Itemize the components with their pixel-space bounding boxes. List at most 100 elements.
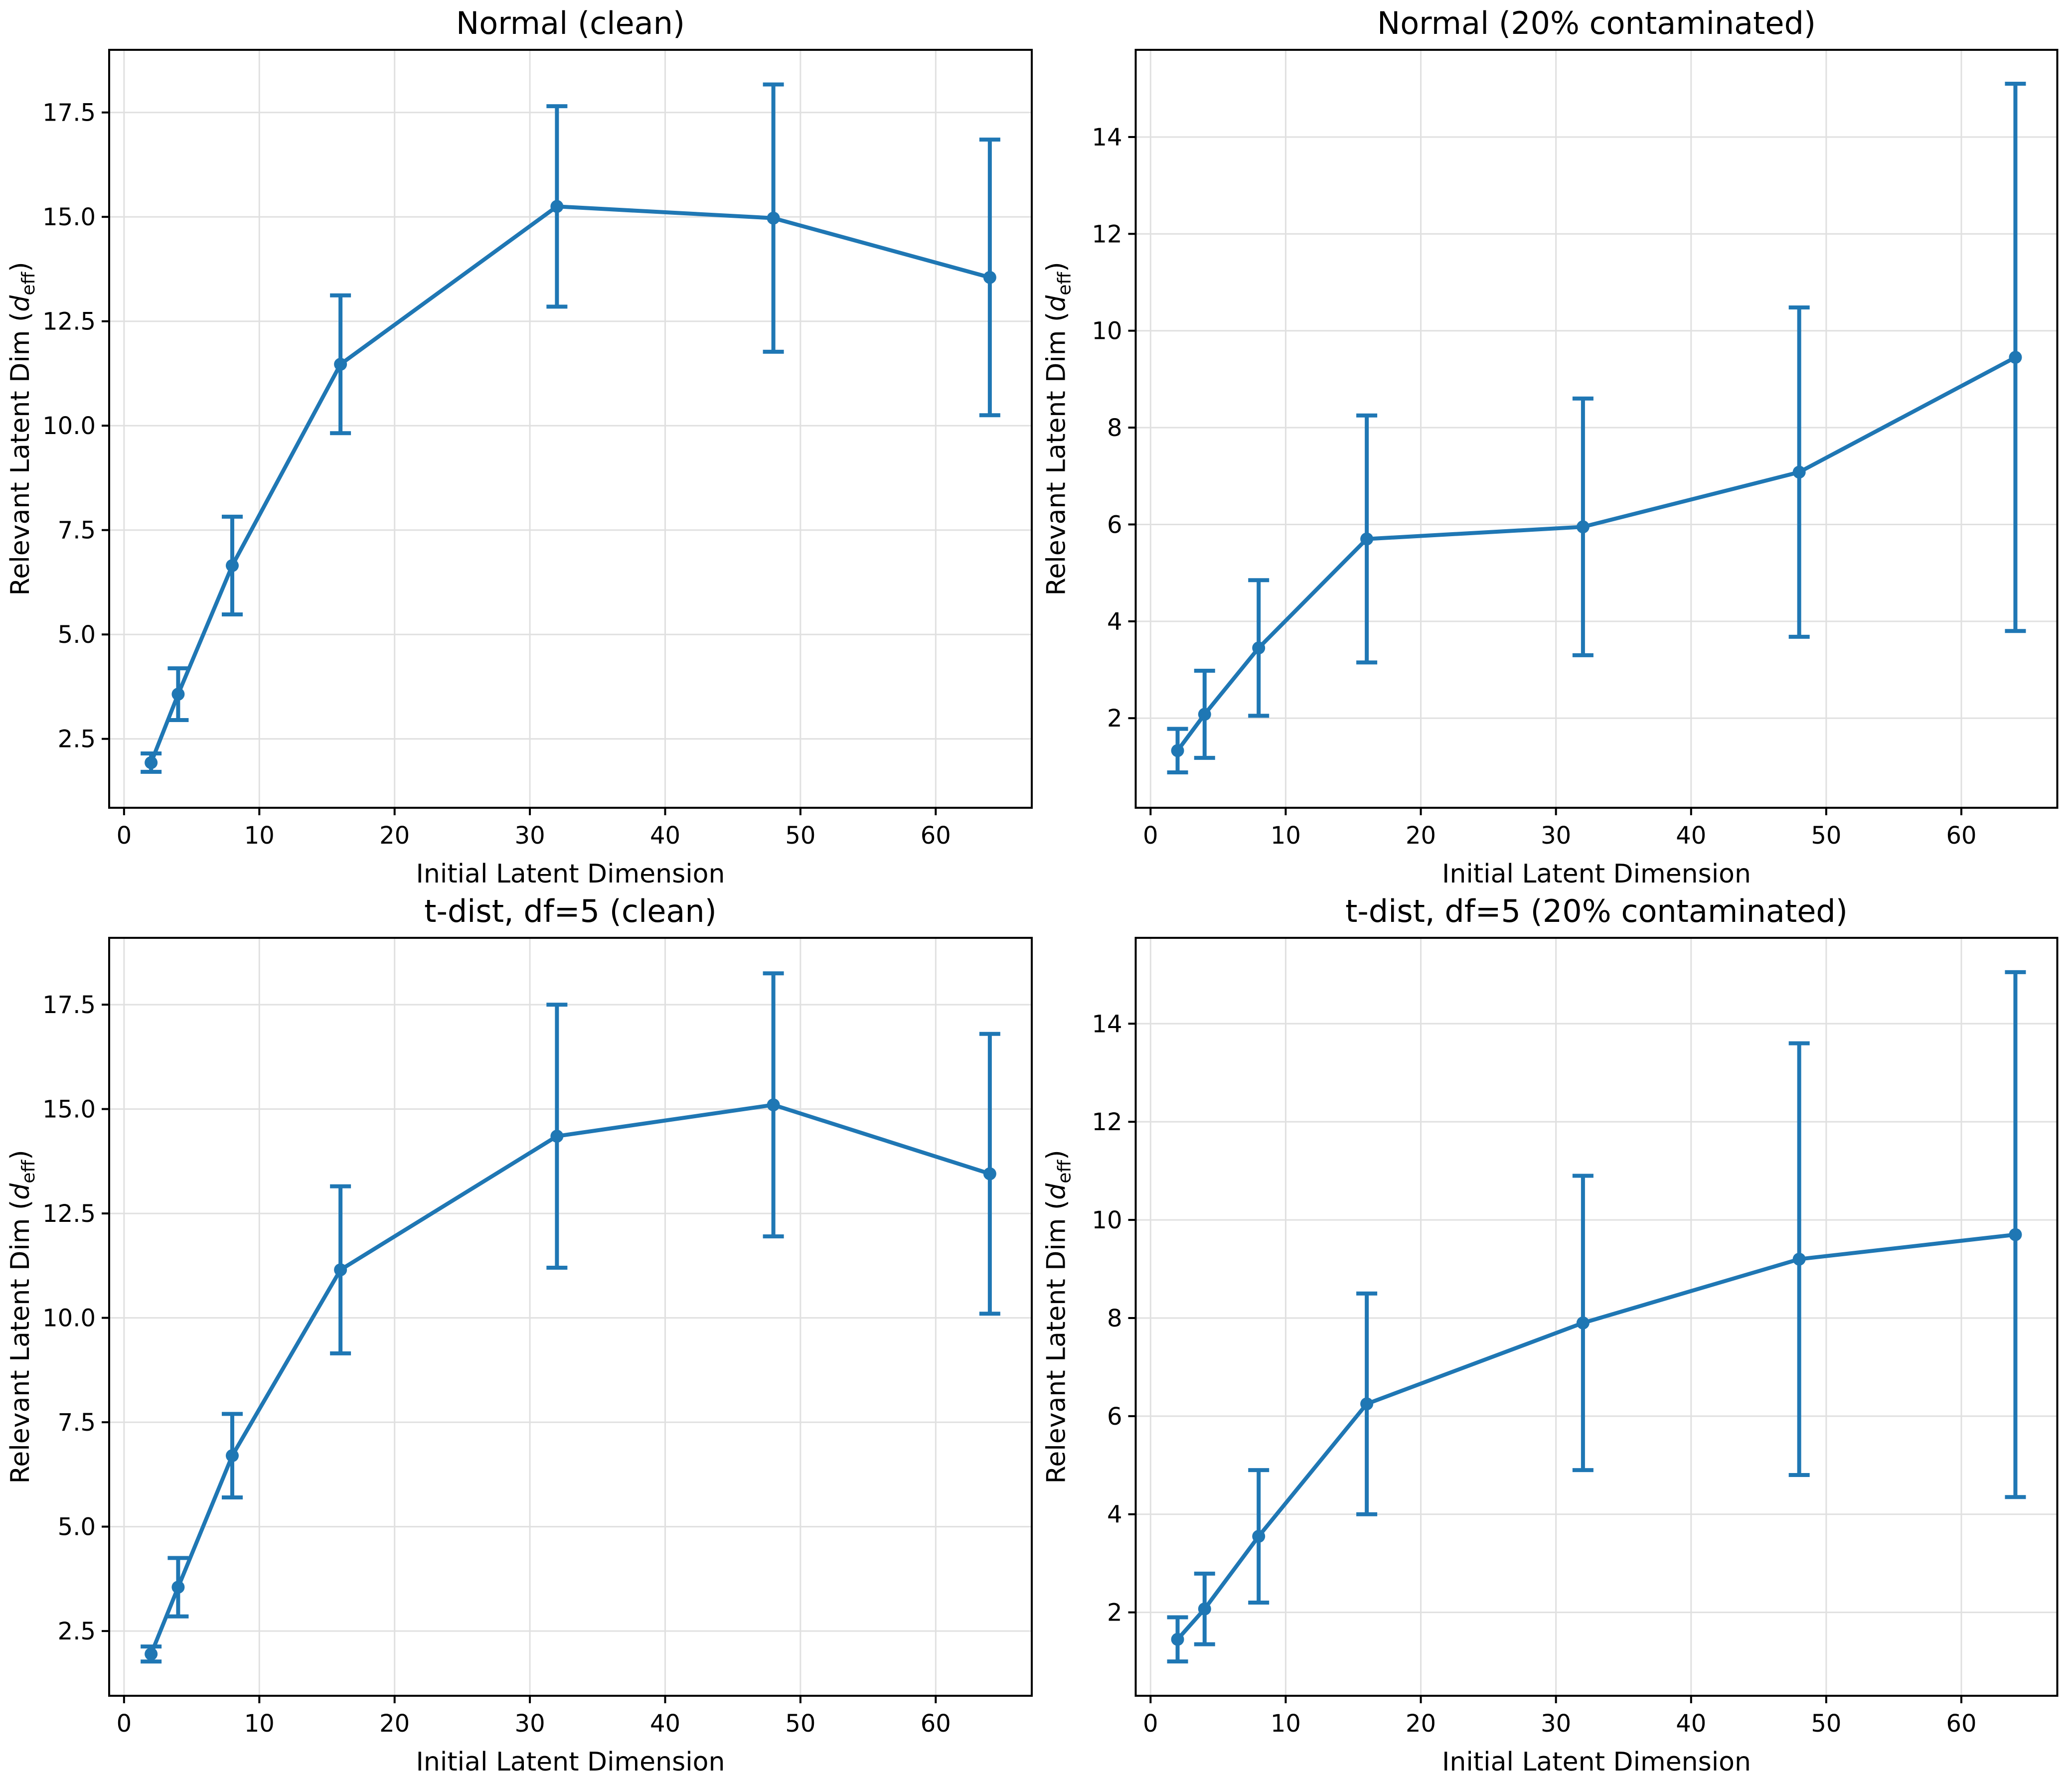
x-tick-label: 40 xyxy=(650,1710,680,1738)
chart-background xyxy=(1036,0,2072,888)
x-tick-label: 10 xyxy=(1271,822,1301,850)
x-tick-label: 10 xyxy=(244,822,275,850)
y-tick-label: 14 xyxy=(1092,1010,1122,1038)
x-axis-label: Initial Latent Dimension xyxy=(416,1747,725,1776)
x-tick-label: 30 xyxy=(1541,1710,1571,1738)
x-tick-label: 30 xyxy=(1541,822,1571,850)
error-bars xyxy=(141,971,1000,1664)
axes-spines xyxy=(108,937,1033,1697)
chart-svg-tdist-contaminated: 0 10 20 30 40 50 60 2 4 6 8 10 12 14 t-dist, df=5 (20%… xyxy=(1036,888,2072,1776)
subplot-normal-contaminated: 0 10 20 30 40 50 60 2 4 6 8 10 12 14 Normal (20% conta… xyxy=(1036,0,2072,888)
grid-lines xyxy=(109,50,1032,808)
tick-marks xyxy=(1128,136,1963,815)
y-axis-label: Relevant Latent Dim (deff) xyxy=(5,1150,39,1483)
y-tick-label: 12 xyxy=(1092,1108,1122,1136)
tick-marks xyxy=(1128,1023,1963,1703)
x-tick-label: 0 xyxy=(117,1710,132,1738)
x-tick-label: 20 xyxy=(1406,822,1436,850)
y-tick-label: 4 xyxy=(1107,608,1122,636)
x-tick-label: 50 xyxy=(785,822,815,850)
chart-svg-tdist-clean: 0 10 20 30 40 50 60 2.5 5.0 7.5 10.0 12.5 15.0 17.5 t-… xyxy=(0,888,1036,1776)
data-markers xyxy=(145,1098,996,1661)
y-tick-label: 5.0 xyxy=(58,621,96,649)
tick-labels: 0 10 20 30 40 50 60 2.5 5.0 7.5 10.0 12.5 15.0 17.5 xyxy=(42,99,951,850)
y-tick-label: 8 xyxy=(1107,1305,1122,1332)
y-tick-label: 10.0 xyxy=(42,1305,96,1332)
x-tick-label: 30 xyxy=(515,1710,545,1738)
y-tick-label: 2 xyxy=(1107,1599,1122,1627)
subplot-tdist-clean: 0 10 20 30 40 50 60 2.5 5.0 7.5 10.0 12.5 15.0 17.5 t-… xyxy=(0,888,1036,1776)
subplot-normal-clean: 0 10 20 30 40 50 60 2.5 5.0 7.5 10.0 12.5 15.0 17.5 No… xyxy=(0,0,1036,888)
chart-svg-normal-clean: 0 10 20 30 40 50 60 2.5 5.0 7.5 10.0 12.5 15.0 17.5 No… xyxy=(0,0,1036,888)
chart-title: t-dist, df=5 (20% contaminated) xyxy=(1345,893,1848,929)
x-tick-label: 60 xyxy=(921,822,951,850)
y-tick-label: 12.5 xyxy=(42,1200,96,1228)
x-tick-label: 60 xyxy=(1946,822,1976,850)
chart-background xyxy=(0,888,1036,1776)
y-tick-label: 15.0 xyxy=(42,1096,96,1124)
chart-title: Normal (20% contaminated) xyxy=(1377,5,1816,41)
x-tick-label: 40 xyxy=(1676,822,1706,850)
data-markers xyxy=(1171,351,2022,757)
x-tick-label: 20 xyxy=(379,1710,410,1738)
chart-svg-normal-contaminated: 0 10 20 30 40 50 60 2 4 6 8 10 12 14 Normal (20% conta… xyxy=(1036,0,2072,888)
x-tick-label: 50 xyxy=(1811,1710,1841,1738)
y-tick-label: 15.0 xyxy=(42,203,96,231)
x-tick-label: 60 xyxy=(1946,1710,1976,1738)
chart-title: t-dist, df=5 (clean) xyxy=(424,893,717,929)
y-tick-label: 10 xyxy=(1092,317,1122,345)
x-tick-label: 0 xyxy=(117,822,132,850)
x-tick-label: 30 xyxy=(515,822,545,850)
data-markers xyxy=(1171,1228,2022,1646)
tick-labels: 0 10 20 30 40 50 60 2 4 6 8 10 12 14 xyxy=(1092,1010,1976,1738)
y-tick-label: 2 xyxy=(1107,705,1122,733)
y-axis-label: Relevant Latent Dim (deff) xyxy=(1042,262,1075,595)
y-tick-label: 17.5 xyxy=(42,991,96,1019)
x-tick-label: 20 xyxy=(379,822,410,850)
x-axis-label: Initial Latent Dimension xyxy=(416,859,725,888)
y-tick-label: 8 xyxy=(1107,414,1122,442)
y-tick-label: 4 xyxy=(1107,1501,1122,1529)
grid-lines xyxy=(109,938,1032,1696)
x-tick-label: 20 xyxy=(1406,1710,1436,1738)
axes-spines xyxy=(1134,937,2059,1697)
x-tick-label: 10 xyxy=(244,1710,275,1738)
chart-title: Normal (clean) xyxy=(456,5,685,41)
tick-marks xyxy=(102,1004,937,1703)
y-tick-label: 2.5 xyxy=(58,726,96,753)
y-tick-label: 6 xyxy=(1107,511,1122,539)
y-tick-label: 2.5 xyxy=(58,1618,96,1645)
x-tick-label: 40 xyxy=(650,822,680,850)
axes-spines xyxy=(1134,49,2059,809)
y-tick-label: 17.5 xyxy=(42,99,96,127)
y-tick-label: 6 xyxy=(1107,1403,1122,1431)
y-axis-label: Relevant Latent Dim (deff) xyxy=(5,262,39,595)
y-tick-label: 14 xyxy=(1092,124,1122,151)
tick-labels: 0 10 20 30 40 50 60 2 4 6 8 10 12 14 xyxy=(1092,124,1976,850)
y-tick-label: 10 xyxy=(1092,1206,1122,1234)
grid-lines xyxy=(1135,938,2058,1696)
axes-spines xyxy=(108,49,1033,809)
grid-lines xyxy=(1135,50,2058,808)
x-axis-label: Initial Latent Dimension xyxy=(1442,1747,1751,1776)
y-axis-label: Relevant Latent Dim (deff) xyxy=(1042,1150,1075,1483)
y-tick-label: 7.5 xyxy=(58,1409,96,1437)
x-tick-label: 0 xyxy=(1143,1710,1158,1738)
tick-marks xyxy=(102,111,937,815)
tick-labels: 0 10 20 30 40 50 60 2.5 5.0 7.5 10.0 12.5 15.0 17.5 xyxy=(42,991,951,1738)
subplot-tdist-contaminated: 0 10 20 30 40 50 60 2 4 6 8 10 12 14 t-dist, df=5 (20%… xyxy=(1036,888,2072,1776)
x-axis-label: Initial Latent Dimension xyxy=(1442,859,1751,888)
x-tick-label: 10 xyxy=(1271,1710,1301,1738)
y-tick-label: 10.0 xyxy=(42,412,96,440)
x-tick-label: 60 xyxy=(921,1710,951,1738)
y-tick-label: 7.5 xyxy=(58,517,96,545)
x-tick-label: 40 xyxy=(1676,1710,1706,1738)
y-tick-label: 12.5 xyxy=(42,308,96,336)
y-tick-label: 12 xyxy=(1092,220,1122,248)
chart-background xyxy=(0,0,1036,888)
data-markers xyxy=(145,200,996,769)
x-tick-label: 50 xyxy=(1811,822,1841,850)
x-tick-label: 0 xyxy=(1143,822,1158,850)
y-tick-label: 5.0 xyxy=(58,1513,96,1541)
